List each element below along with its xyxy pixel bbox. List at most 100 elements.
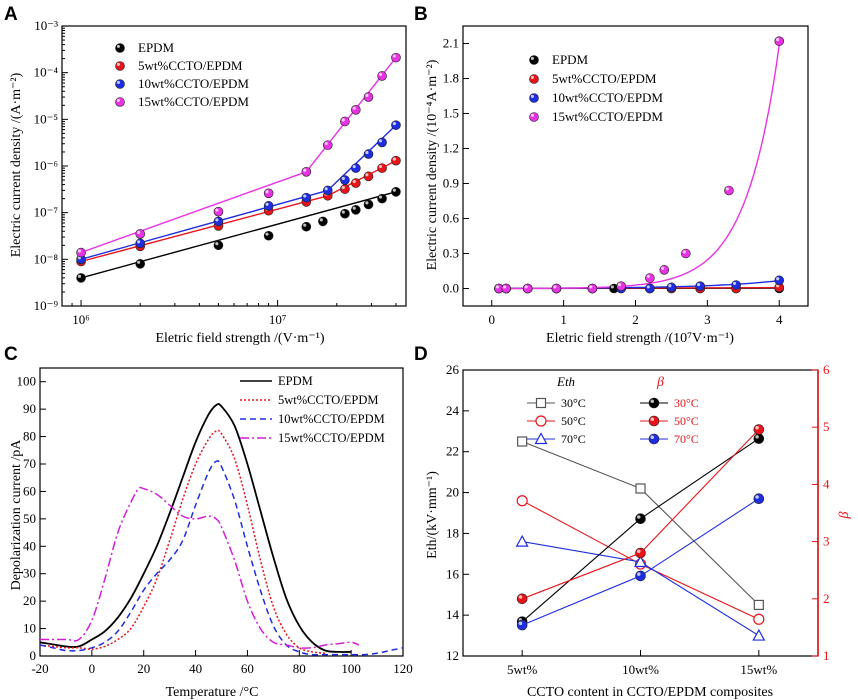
d-data-point bbox=[753, 599, 764, 611]
a-legend-marker-0 bbox=[115, 43, 125, 53]
a-data-point bbox=[263, 201, 274, 211]
b-legend-label-3: 15wt%CCTO/EPDM bbox=[552, 109, 663, 124]
a-legend-marker-2 bbox=[115, 79, 125, 89]
d-legend-marker-1 bbox=[535, 415, 547, 427]
d-legend-label-0: 30°C bbox=[561, 396, 586, 410]
c-x-tick-label: -20 bbox=[31, 661, 48, 676]
b-data-point bbox=[724, 185, 734, 196]
a-fit-line-0 bbox=[80, 191, 397, 279]
a-x-tick-label: 10⁶ bbox=[72, 312, 90, 327]
c-x-tick-label: 60 bbox=[241, 661, 254, 676]
d-y-label-left: Eth/(kV·mm⁻¹) bbox=[425, 471, 440, 559]
b-fit-line-3 bbox=[498, 44, 780, 290]
c-legend-label-2: 10wt%CCTO/EPDM bbox=[278, 412, 385, 426]
b-y-tick-label: 0.6 bbox=[443, 211, 460, 226]
d-data-point bbox=[516, 619, 528, 631]
b-data-point bbox=[774, 36, 785, 46]
b-data-point bbox=[587, 283, 598, 294]
c-plot-frame bbox=[39, 367, 404, 657]
a-data-point bbox=[377, 163, 387, 173]
d-y-left-tick-label: 20 bbox=[446, 485, 459, 500]
d-legend-marker-4 bbox=[648, 415, 660, 427]
d-legend-marker-5 bbox=[648, 433, 660, 445]
c-curve-2 bbox=[39, 460, 404, 656]
a-data-point bbox=[363, 92, 374, 102]
d-legend-marker-3 bbox=[648, 397, 660, 409]
d-data-point bbox=[753, 493, 765, 505]
b-legend-label-1: 5wt%CCTO/EPDM bbox=[552, 71, 657, 86]
b-y-tick-label: 0.9 bbox=[443, 176, 459, 191]
c-y-tick-label: 40 bbox=[23, 538, 36, 553]
c-curve-1 bbox=[39, 429, 326, 655]
d-legend-marker-0 bbox=[535, 397, 547, 409]
a-x-tick-label: 10⁷ bbox=[269, 312, 287, 327]
b-y-tick-label: 0.3 bbox=[443, 246, 459, 261]
c-y-tick-label: 80 bbox=[23, 429, 36, 444]
a-fit-line-3 bbox=[80, 171, 307, 254]
b-legend-label-0: EPDM bbox=[552, 52, 589, 67]
d-data-point bbox=[635, 483, 646, 494]
d-y-right-tick-label: 5 bbox=[823, 419, 830, 434]
b-data-point bbox=[666, 282, 677, 293]
a-data-point bbox=[363, 199, 374, 210]
d-x-tick-label: 15wt% bbox=[740, 662, 777, 677]
d-legend-label-3: 30°C bbox=[674, 396, 699, 410]
d-data-point bbox=[516, 593, 528, 605]
a-data-point bbox=[301, 221, 312, 232]
a-data-point bbox=[340, 175, 350, 185]
a-y-tick-label: 10⁻⁶ bbox=[34, 158, 58, 173]
d-y-right-tick-label: 6 bbox=[823, 362, 830, 377]
panel-label-a: A bbox=[4, 4, 18, 25]
b-x-tick-label: 0 bbox=[489, 312, 496, 327]
d-data-point bbox=[635, 547, 646, 559]
b-y-label: Electric current density /(10⁻⁴A·m⁻²) bbox=[425, 59, 440, 270]
a-y-label: Electric current density /(A·m⁻²) bbox=[9, 72, 24, 257]
a-data-point bbox=[213, 240, 224, 251]
c-x-tick-label: 80 bbox=[293, 661, 306, 676]
a-data-point bbox=[318, 216, 328, 227]
a-data-point bbox=[263, 230, 274, 241]
c-y-tick-label: 100 bbox=[17, 374, 37, 389]
d-data-point bbox=[752, 628, 766, 641]
c-y-tick-label: 10 bbox=[23, 621, 36, 636]
b-data-point bbox=[494, 283, 504, 294]
b-y-tick-label: 0.0 bbox=[443, 281, 459, 296]
b-data-point bbox=[659, 265, 670, 275]
b-x-tick-label: 4 bbox=[776, 312, 783, 327]
a-data-point bbox=[391, 155, 401, 166]
b-data-point bbox=[774, 275, 785, 286]
d-legend-head-left: Eth bbox=[556, 374, 575, 389]
a-data-point bbox=[351, 105, 361, 115]
b-data-point bbox=[681, 248, 691, 259]
a-fit-line-2-high bbox=[327, 124, 397, 191]
b-legend-label-2: 10wt%CCTO/EPDM bbox=[552, 90, 663, 105]
d-y-left-tick-label: 26 bbox=[446, 362, 460, 377]
d-y-left-tick-label: 16 bbox=[446, 566, 460, 581]
c-x-label: Temperature /°C bbox=[166, 685, 259, 700]
c-legend-label-0: EPDM bbox=[278, 374, 313, 388]
c-y-tick-label: 30 bbox=[23, 566, 36, 581]
d-y-right-tick-label: 4 bbox=[823, 476, 830, 491]
c-x-tick-label: 100 bbox=[341, 661, 361, 676]
d-data-point bbox=[753, 613, 765, 625]
b-data-point bbox=[501, 283, 511, 294]
c-legend-label-3: 15wt%CCTO/EPDM bbox=[278, 431, 385, 445]
d-plot-frame bbox=[462, 369, 819, 657]
d-data-point bbox=[633, 555, 648, 568]
b-x-tick-label: 2 bbox=[632, 312, 639, 327]
a-data-point bbox=[340, 184, 350, 194]
d-legend-label-5: 70°C bbox=[674, 432, 699, 446]
d-data-point bbox=[515, 534, 529, 547]
d-legend-label-2: 70°C bbox=[561, 432, 586, 446]
d-x-tick-label: 10wt% bbox=[622, 662, 659, 677]
d-legend-marker-2 bbox=[534, 432, 548, 445]
a-data-point bbox=[322, 140, 333, 150]
a-legend-label-1: 5wt%CCTO/EPDM bbox=[138, 58, 243, 73]
a-legend-marker-1 bbox=[115, 61, 125, 71]
d-data-point bbox=[753, 424, 765, 435]
a-data-point bbox=[263, 188, 274, 199]
d-y-right-tick-label: 1 bbox=[823, 648, 830, 663]
d-data-point bbox=[516, 495, 528, 507]
a-data-point bbox=[351, 178, 361, 188]
a-fit-line-2 bbox=[80, 189, 328, 260]
